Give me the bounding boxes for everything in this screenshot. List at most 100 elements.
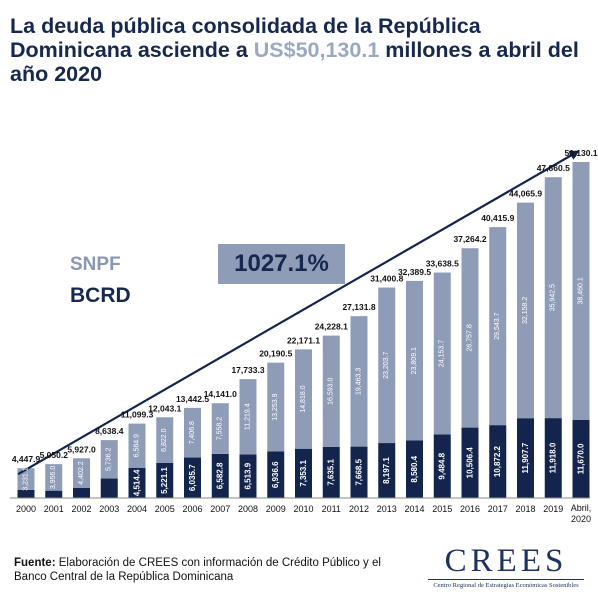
bar-bcrd (350, 446, 368, 498)
bar-bcrd (184, 457, 201, 498)
bar-bcrd (156, 463, 174, 498)
bar-snpf (322, 335, 340, 447)
x-tick-label: Abril, (571, 503, 592, 513)
bcrd-value-label: 7,668.5 (355, 458, 364, 485)
bcrd-value-label: 7,353.1 (299, 459, 308, 486)
source-note: Fuente: Elaboración de CREES con informa… (14, 556, 414, 584)
snpf-value-label: 6,822.0 (161, 428, 168, 451)
x-tick-label: 2017 (488, 504, 508, 514)
bar-snpf (184, 407, 201, 458)
bar-snpf (17, 468, 35, 490)
x-tick-label: 2011 (322, 504, 341, 514)
bar-snpf (239, 379, 257, 455)
stacked-bar-chart: 3,231.1 4,447.9 2000 3,956.0 5,050.2 2001 4,40… (10, 148, 598, 524)
bcrd-value-label: 8,197.1 (382, 457, 391, 484)
bar-snpf (544, 177, 562, 419)
bar-bcrd (544, 418, 562, 498)
bar-bcrd (322, 446, 340, 498)
x-tick-label: 2019 (543, 504, 563, 514)
total-value-label: 17,733.3 (231, 365, 264, 375)
bar-snpf (45, 464, 63, 491)
total-value-label: 4,447.9 (12, 454, 41, 464)
total-value-label: 40,415.9 (481, 213, 514, 223)
source-label: Fuente: (14, 557, 56, 569)
bar-bcrd (433, 434, 451, 498)
bar-bcrd (406, 440, 423, 498)
bcrd-value-label: 8,580.4 (410, 455, 419, 482)
bcrd-value-label: 10,872.2 (493, 445, 502, 477)
source-text: Elaboración de CREES con información de … (14, 557, 381, 583)
x-tick-label: 2005 (155, 504, 175, 514)
x-tick-label: 2016 (460, 504, 480, 514)
logo-subtitle: Centro Regional de Estrategias Económica… (433, 582, 579, 589)
title-highlight: US$50,130.1 (253, 38, 380, 62)
x-tick-label: 2000 (16, 504, 36, 514)
bcrd-value-label: 10,506.4 (466, 447, 475, 479)
bar-bcrd (128, 467, 146, 498)
snpf-value-label: 24,153.7 (439, 340, 446, 367)
bar-bcrd (489, 425, 507, 498)
bcrd-value-label: 6,582.8 (216, 462, 225, 489)
bar-bcrd (211, 453, 229, 498)
bcrd-value-label: 6,035.7 (188, 464, 197, 491)
x-tick-label: 2007 (210, 504, 230, 514)
snpf-value-label: 26,757.8 (467, 324, 474, 351)
x-tick-label: 2020 (571, 514, 591, 524)
bar-bcrd (295, 448, 312, 498)
bar-snpf (211, 403, 229, 454)
snpf-value-label: 14,818.0 (300, 385, 307, 412)
x-tick-label: 2008 (238, 504, 258, 514)
x-tick-label: 2003 (99, 504, 119, 514)
chart-title: La deuda pública consolidada de la Repúb… (10, 14, 595, 86)
x-tick-label: 2014 (404, 504, 424, 514)
x-tick-label: 2006 (182, 504, 202, 514)
snpf-value-label: 7,406.8 (189, 421, 196, 444)
snpf-value-label: 4,402.2 (78, 461, 85, 484)
total-value-label: 13,442.5 (176, 394, 209, 404)
bar-snpf (100, 440, 118, 479)
bar-snpf (295, 349, 312, 449)
bar-snpf (350, 316, 368, 447)
bcrd-value-label: 6,936.6 (271, 461, 280, 488)
snpf-value-label: 23,203.7 (383, 352, 390, 379)
total-value-label: 24,228.1 (315, 322, 348, 332)
legend-snpf: SNPF (70, 254, 121, 275)
bar-bcrd (572, 419, 590, 498)
bcrd-value-label: 5,221.1 (160, 467, 169, 494)
total-value-label: 27,131.8 (342, 302, 375, 312)
total-value-label: 5,050.2 (40, 450, 69, 460)
snpf-value-label: 6,584.9 (134, 434, 141, 457)
bar-snpf (156, 417, 174, 464)
snpf-value-label: 35,942.5 (550, 284, 557, 311)
logo-wordmark: CREES (444, 543, 568, 579)
title-part1: La deuda pública consolidada de la Repúb… (10, 14, 481, 62)
bar-snpf (489, 227, 507, 426)
bar-snpf (267, 362, 285, 452)
total-value-label: 20,190.5 (259, 349, 292, 359)
bar-snpf (128, 423, 146, 468)
snpf-value-label: 32,158.2 (522, 297, 529, 324)
snpf-value-label: 5,736.2 (106, 448, 113, 471)
bar-snpf (406, 280, 423, 441)
bcrd-value-label: 11,670.0 (577, 443, 586, 474)
bar-bcrd (17, 489, 35, 498)
growth-percentage-badge: 1027.1% (218, 244, 345, 284)
total-value-label: 14,141.0 (204, 389, 237, 399)
x-tick-label: 2015 (432, 504, 452, 514)
x-tick-label: 2004 (127, 504, 147, 514)
x-tick-label: 2010 (293, 504, 313, 514)
bcrd-value-label: 11,918.0 (549, 442, 558, 473)
crees-logo: CREES Centro Regional de Estrategias Eco… (420, 544, 592, 590)
snpf-value-label: 38,460.1 (578, 277, 585, 304)
bar-bcrd (239, 454, 257, 498)
bcrd-value-label: 6,513.9 (244, 462, 253, 489)
logo-divider (428, 579, 584, 580)
bcrd-value-label: 7,635.1 (327, 459, 336, 486)
snpf-value-label: 29,543.7 (494, 312, 501, 339)
snpf-value-label: 3,956.0 (50, 466, 57, 489)
snpf-value-label: 23,809.1 (411, 347, 418, 374)
total-value-label: 44,065.9 (509, 189, 542, 199)
x-tick-label: 2009 (266, 504, 286, 514)
trend-arrow (17, 150, 580, 476)
total-value-label: 33,638.5 (426, 259, 459, 269)
